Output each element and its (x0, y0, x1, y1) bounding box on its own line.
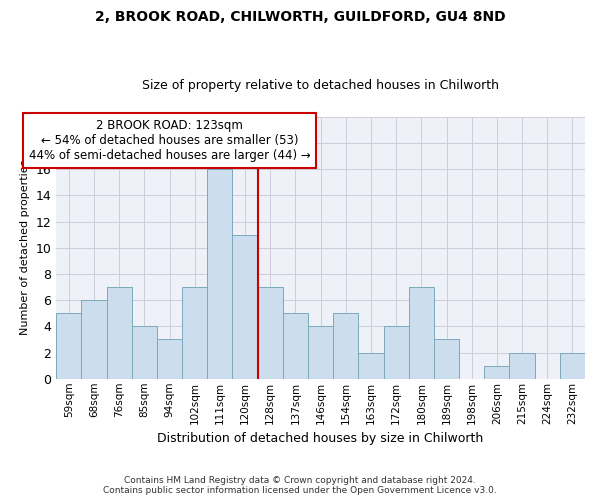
Text: 2 BROOK ROAD: 123sqm
← 54% of detached houses are smaller (53)
44% of semi-detac: 2 BROOK ROAD: 123sqm ← 54% of detached h… (29, 120, 310, 162)
Bar (333, 314, 358, 379)
Bar (358, 352, 383, 379)
Bar (82, 300, 107, 379)
Title: Size of property relative to detached houses in Chilworth: Size of property relative to detached ho… (142, 79, 499, 92)
Bar (182, 287, 208, 379)
Bar (409, 287, 434, 379)
Bar (509, 352, 535, 379)
Bar (132, 326, 157, 379)
Bar (107, 287, 132, 379)
Bar (484, 366, 509, 379)
Bar (308, 326, 333, 379)
Bar (157, 340, 182, 379)
Text: Contains HM Land Registry data © Crown copyright and database right 2024.
Contai: Contains HM Land Registry data © Crown c… (103, 476, 497, 495)
Text: 2, BROOK ROAD, CHILWORTH, GUILDFORD, GU4 8ND: 2, BROOK ROAD, CHILWORTH, GUILDFORD, GU4… (95, 10, 505, 24)
Bar (56, 314, 82, 379)
Bar (560, 352, 585, 379)
Bar (383, 326, 409, 379)
Bar (232, 234, 257, 379)
Bar (257, 287, 283, 379)
Bar (208, 169, 232, 379)
X-axis label: Distribution of detached houses by size in Chilworth: Distribution of detached houses by size … (157, 432, 484, 445)
Bar (283, 314, 308, 379)
Bar (434, 340, 459, 379)
Y-axis label: Number of detached properties: Number of detached properties (20, 160, 30, 336)
